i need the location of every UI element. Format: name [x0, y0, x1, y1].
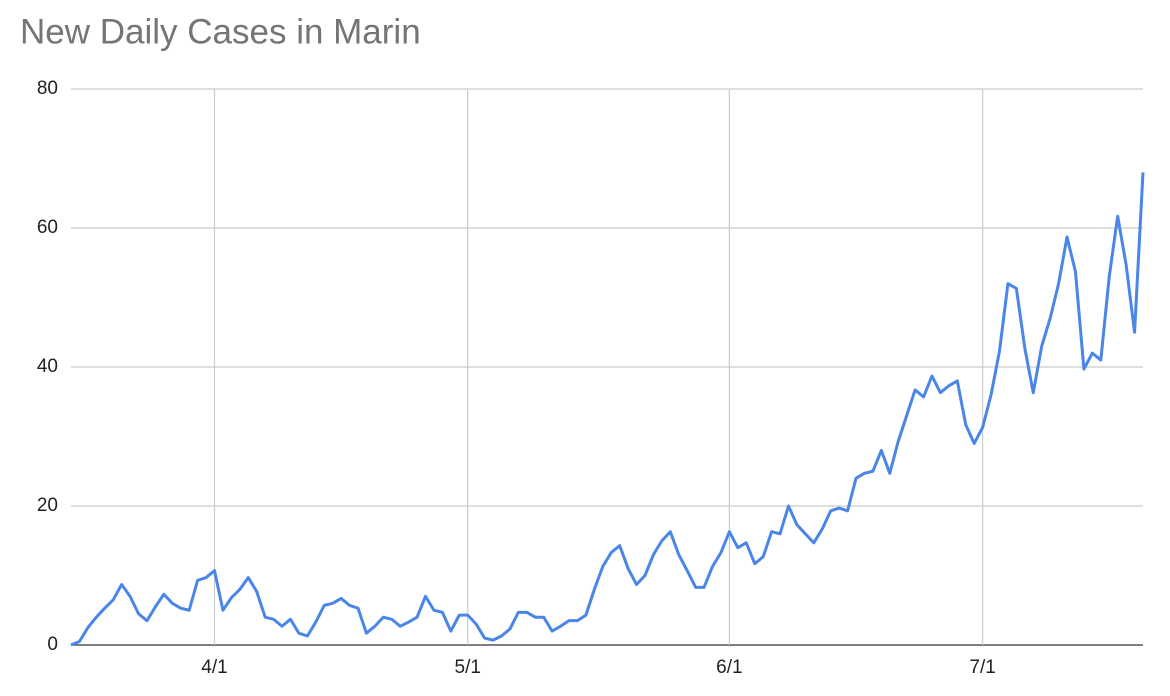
x-tick-label: 7/1 — [969, 657, 995, 678]
x-tick-label: 4/1 — [201, 657, 227, 678]
y-tick-label: 60 — [37, 217, 58, 238]
x-tick-label: 5/1 — [455, 657, 481, 678]
y-tick-label: 40 — [37, 356, 58, 377]
y-tick-label: 20 — [37, 495, 58, 516]
y-tick-label: 0 — [47, 634, 58, 655]
chart-title: New Daily Cases in Marin — [20, 12, 421, 51]
x-tick-label: 6/1 — [716, 657, 742, 678]
line-series — [70, 172, 1145, 647]
y-tick-label: 80 — [37, 78, 58, 99]
